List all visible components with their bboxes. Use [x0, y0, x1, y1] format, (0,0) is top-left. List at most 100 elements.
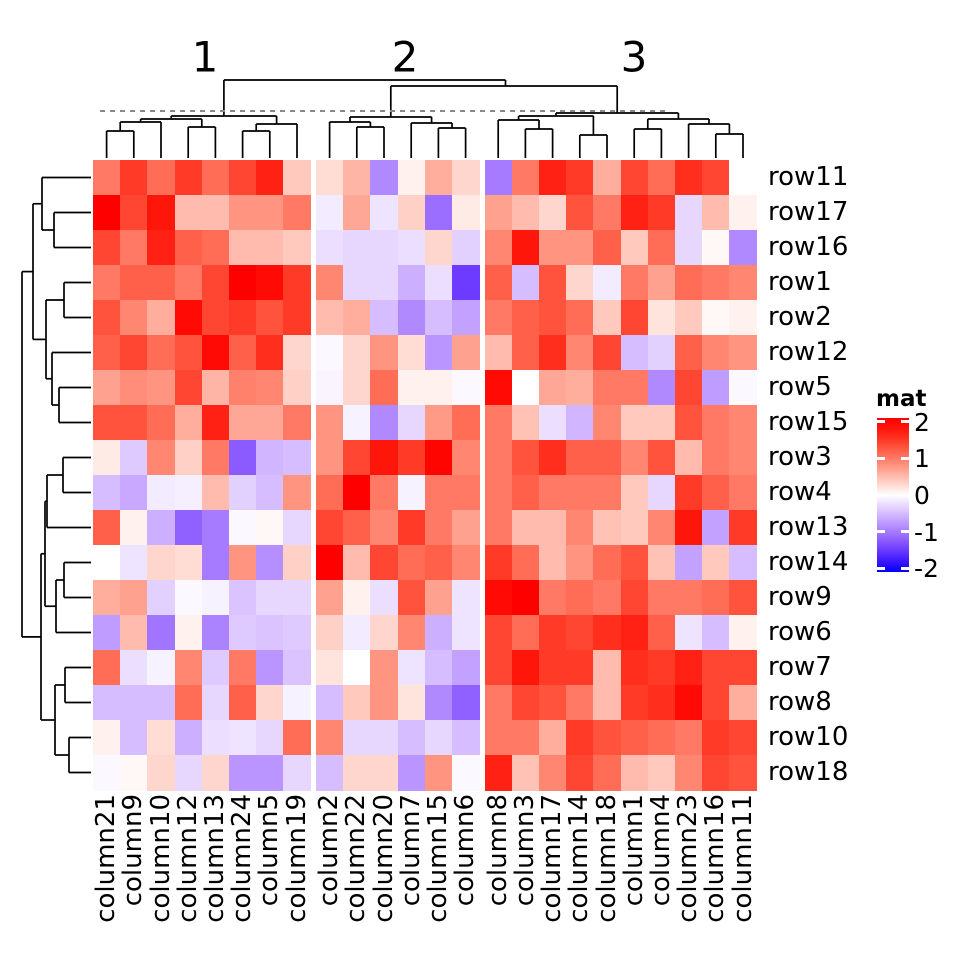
heatmap-cell	[452, 265, 480, 301]
heatmap-cell	[566, 685, 594, 721]
heatmap-cell	[620, 335, 649, 371]
heatmap-cell	[370, 510, 399, 546]
heatmap-cell	[343, 195, 371, 231]
heatmap-cell	[201, 615, 230, 651]
heatmap-cell	[256, 265, 284, 301]
heatmap-cell	[484, 335, 513, 371]
heatmap-cell	[593, 545, 622, 581]
heatmap-cell	[424, 720, 453, 756]
heatmap-cell	[511, 335, 540, 371]
heatmap-cell	[702, 300, 730, 336]
heatmap-cell	[201, 160, 230, 196]
heatmap-cell	[201, 370, 230, 406]
heatmap-cell	[593, 580, 622, 616]
row-label: row17	[768, 196, 849, 227]
heatmap-cell	[566, 580, 594, 616]
heatmap-cell	[729, 510, 758, 546]
heatmap-cell	[702, 755, 730, 791]
heatmap-cell	[316, 580, 344, 616]
heatmap-cell	[256, 720, 284, 756]
heatmap-cell	[424, 405, 453, 441]
heatmap-cell	[256, 370, 284, 406]
legend-tick-mark	[877, 493, 885, 497]
heatmap-cell	[283, 405, 312, 441]
column-label: column15	[422, 794, 453, 923]
heatmap-cell	[593, 370, 622, 406]
row-label: row12	[768, 336, 849, 367]
heatmap-cell	[511, 160, 540, 196]
heatmap-cell	[484, 650, 513, 686]
heatmap-cell	[397, 405, 426, 441]
column-label: column14	[564, 794, 595, 923]
heatmap-cell	[729, 755, 758, 791]
heatmap-cell	[93, 230, 121, 266]
heatmap-cell	[647, 685, 676, 721]
heatmap-cell	[174, 265, 203, 301]
heatmap-cell	[343, 755, 371, 791]
heatmap-cell	[283, 335, 312, 371]
heatmap-cell	[256, 160, 284, 196]
heatmap-cell	[283, 230, 312, 266]
heatmap-cell	[283, 265, 312, 301]
heatmap-cell	[147, 685, 176, 721]
heatmap-cell	[484, 685, 513, 721]
row-label: row14	[768, 546, 849, 577]
heatmap-cell	[647, 755, 676, 791]
heatmap-cell	[174, 405, 203, 441]
heatmap-cell	[201, 335, 230, 371]
heatmap-cell	[729, 545, 758, 581]
heatmap-cell	[647, 440, 676, 476]
heatmap-cell	[283, 195, 312, 231]
heatmap-cell	[370, 475, 399, 511]
heatmap-cell	[316, 405, 344, 441]
heatmap-cell	[120, 475, 148, 511]
heatmap-cell	[120, 160, 148, 196]
heatmap-cell	[452, 580, 480, 616]
heatmap-cell	[620, 230, 649, 266]
heatmap-cell	[343, 510, 371, 546]
row-label: row13	[768, 511, 849, 542]
heatmap-cell	[539, 300, 567, 336]
heatmap-cell	[316, 370, 344, 406]
heatmap-cell	[120, 650, 148, 686]
heatmap-cell	[370, 160, 399, 196]
heatmap-cell	[729, 195, 758, 231]
heatmap-cell	[675, 475, 703, 511]
heatmap-cell	[283, 440, 312, 476]
heatmap-cell	[729, 580, 758, 616]
heatmap-cell	[256, 510, 284, 546]
heatmap-cell	[424, 195, 453, 231]
heatmap-cell	[647, 230, 676, 266]
heatmap-cell	[229, 160, 257, 196]
column-label: column19	[281, 794, 312, 923]
heatmap-cell	[647, 720, 676, 756]
heatmap-cell	[397, 335, 426, 371]
heatmap-cell	[256, 475, 284, 511]
heatmap-cell	[147, 405, 176, 441]
heatmap-cell	[256, 230, 284, 266]
heatmap-cell	[729, 230, 758, 266]
heatmap-cell	[370, 720, 399, 756]
heatmap-cell	[229, 195, 257, 231]
heatmap-cell	[675, 195, 703, 231]
heatmap-cell	[343, 580, 371, 616]
heatmap-cell	[256, 405, 284, 441]
heatmap-cell	[174, 160, 203, 196]
heatmap-cell	[620, 370, 649, 406]
heatmap-cell	[675, 580, 703, 616]
heatmap-cell	[620, 720, 649, 756]
heatmap-cell	[316, 720, 344, 756]
legend-tick-mark	[877, 456, 885, 460]
heatmap-cell	[452, 335, 480, 371]
heatmap-cell	[593, 685, 622, 721]
heatmap-cell	[93, 440, 121, 476]
heatmap-cell	[147, 475, 176, 511]
heatmap-cell	[120, 440, 148, 476]
heatmap-cell	[147, 510, 176, 546]
heatmap-cell	[256, 685, 284, 721]
row-label: row6	[768, 616, 832, 647]
heatmap-cell	[316, 440, 344, 476]
heatmap-cell	[343, 265, 371, 301]
heatmap-cell	[397, 475, 426, 511]
